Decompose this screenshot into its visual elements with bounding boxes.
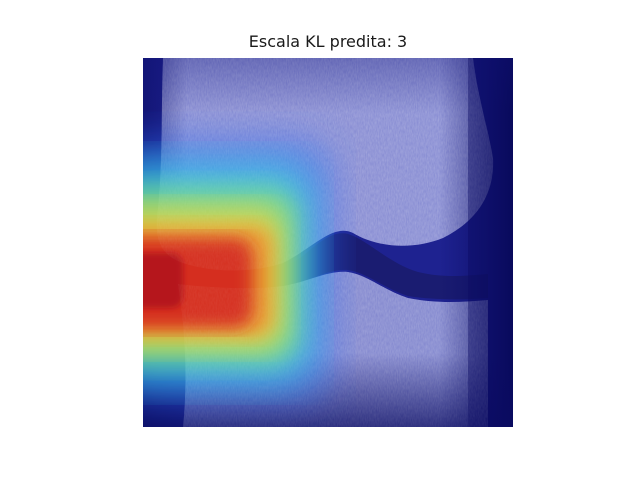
heatmap-xray-image: [143, 58, 513, 427]
figure-title: Escala KL predita: 3: [248, 32, 408, 51]
bone-texture-overlay: [156, 58, 494, 427]
